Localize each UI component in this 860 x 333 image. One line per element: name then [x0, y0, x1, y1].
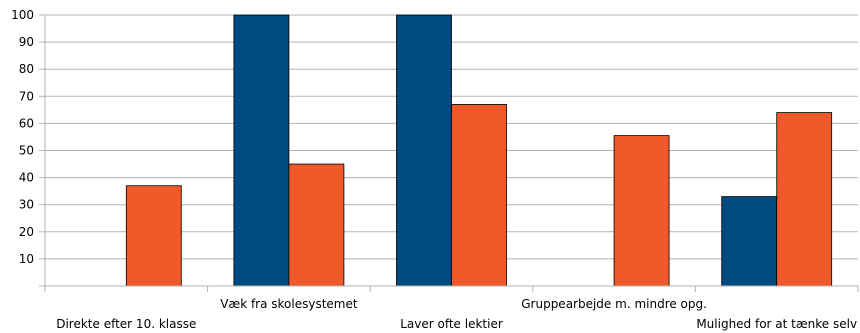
bar-series-2-1	[125, 185, 182, 287]
axes	[39, 15, 859, 292]
bars	[125, 14, 833, 287]
y-tick-label: 90	[19, 35, 34, 49]
x-tick-label: Væk fra skolesystemet	[220, 297, 358, 311]
y-tick-label: 30	[19, 198, 34, 212]
x-tick-label: Laver ofte lektier	[400, 317, 503, 331]
x-tick-label: Mulighed for at tænke selv	[696, 317, 857, 331]
x-tick-label: Direkte efter 10. klasse	[56, 317, 196, 331]
y-tick-label: 80	[19, 62, 34, 76]
y-tick-label: 100	[11, 8, 34, 22]
y-tick-label: 10	[19, 252, 34, 266]
y-tick-label: 40	[19, 171, 34, 185]
bar-series-2-3	[451, 104, 507, 287]
bar-series-2-4	[613, 135, 670, 287]
x-tick-label: Gruppearbejde m. mindre opg.	[521, 297, 707, 311]
y-tick-label: 50	[19, 144, 34, 158]
bar-series-2-5	[776, 112, 833, 287]
x-tick-labels: Direkte efter 10. klasse Væk fra skolesys…	[56, 297, 857, 331]
y-tick-label: 60	[19, 116, 34, 130]
bar-series-2-2	[288, 163, 345, 287]
y-tick-labels: 10 20 30 40 50 60 70 80 90 100	[11, 8, 34, 266]
bar-series-1-5	[721, 196, 778, 287]
bar-series-1-2	[233, 14, 290, 287]
y-tick-label: 70	[19, 89, 34, 103]
y-tick-label: 20	[19, 225, 34, 239]
bar-series-1-3	[396, 14, 452, 287]
